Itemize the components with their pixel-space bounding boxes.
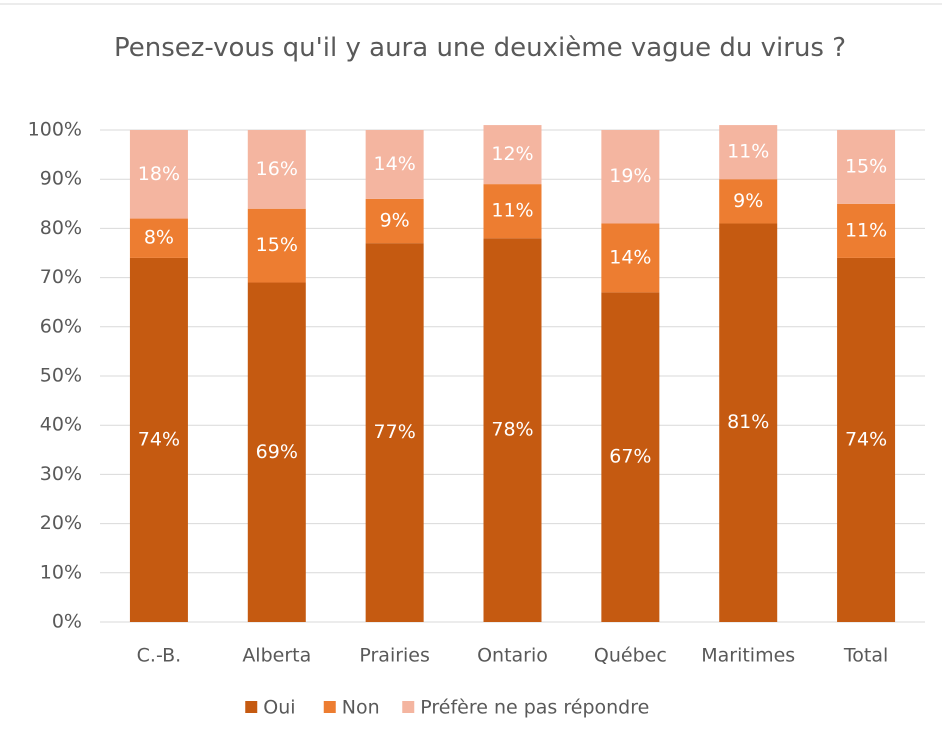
data-label: 15% (845, 155, 887, 177)
y-tick-label: 10% (40, 561, 82, 583)
y-tick-label: 0% (52, 611, 82, 633)
legend-swatch (245, 701, 258, 713)
data-label: 11% (845, 219, 887, 241)
bar-segment (483, 184, 542, 239)
bar-segment (601, 130, 660, 224)
bar-segment (719, 223, 778, 623)
x-tick-label: Prairies (359, 645, 430, 667)
bar-segment (129, 257, 188, 622)
x-tick-label: Maritimes (701, 645, 795, 667)
bar-segment (719, 179, 778, 224)
data-label: 11% (491, 200, 533, 222)
bar-segment (483, 238, 542, 623)
x-tick-label: Alberta (242, 645, 311, 667)
legend-swatch (402, 701, 415, 713)
y-tick-label: 50% (40, 365, 82, 387)
bar-segment (129, 218, 188, 258)
data-label: 74% (845, 428, 887, 450)
bar-segment (601, 223, 660, 293)
x-tick-label: Total (843, 645, 888, 667)
data-label: 14% (374, 153, 416, 175)
bar-segment (365, 130, 424, 199)
chart-title: Pensez-vous qu'il y aura une deuxième va… (113, 33, 847, 63)
bar-segment (365, 243, 424, 622)
x-tick-label: Ontario (477, 645, 548, 667)
data-label: 14% (609, 246, 651, 268)
bar-segment (247, 130, 306, 209)
y-tick-label: 100% (28, 119, 82, 141)
data-label: 77% (374, 421, 416, 443)
data-label: 12% (491, 143, 533, 165)
data-label: 18% (138, 163, 180, 185)
legend-label: Non (342, 697, 380, 719)
data-label: 78% (491, 419, 533, 441)
bar-segment (837, 130, 896, 204)
y-tick-label: 90% (40, 168, 82, 190)
legend-swatch (323, 701, 336, 713)
data-label: 15% (256, 234, 298, 256)
bar-segment (601, 292, 660, 622)
data-label: 19% (609, 165, 651, 187)
bar-segment (719, 125, 778, 180)
bar-segment (837, 257, 896, 622)
data-label: 8% (144, 227, 174, 249)
data-label: 9% (380, 210, 410, 232)
data-label: 16% (256, 158, 298, 180)
y-tick-label: 30% (40, 463, 82, 485)
bar-segment (837, 203, 896, 258)
y-tick-label: 60% (40, 315, 82, 337)
data-label: 74% (138, 428, 180, 450)
bar-segment (247, 282, 306, 622)
y-tick-label: 80% (40, 217, 82, 239)
bar-segment (483, 125, 542, 185)
data-label: 9% (733, 190, 763, 212)
data-label: 11% (727, 141, 769, 163)
y-tick-label: 40% (40, 414, 82, 436)
data-label: 69% (256, 441, 298, 463)
legend-label: Préfère ne pas répondre (420, 697, 649, 719)
x-tick-label: C.-B. (137, 645, 182, 667)
data-label: 67% (609, 446, 651, 468)
bar-segment (365, 198, 424, 244)
y-tick-label: 20% (40, 512, 82, 534)
bar-segment (247, 208, 306, 283)
legend-label: Oui (263, 697, 295, 719)
x-tick-label: Québec (594, 645, 667, 667)
data-label: 81% (727, 411, 769, 433)
y-tick-label: 70% (40, 266, 82, 288)
bar-segment (129, 130, 188, 219)
